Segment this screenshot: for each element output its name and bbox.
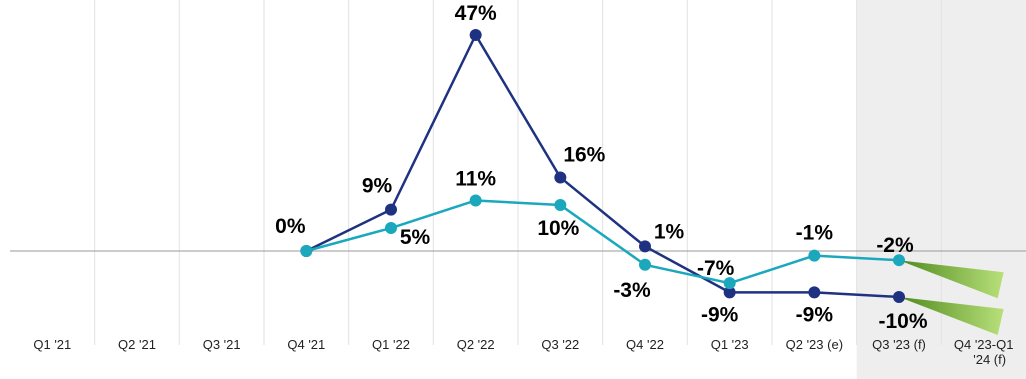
tick-label-1: Q2 '21 <box>118 337 156 352</box>
tick-label-7: Q4 '22 <box>626 337 664 352</box>
data-label-1-6: 10% <box>537 217 579 240</box>
data-point-0-5 <box>469 29 482 41</box>
series-line-1 <box>306 199 900 285</box>
forecast-wedges <box>899 260 1004 335</box>
tick-label-6: Q3 '22 <box>541 337 579 352</box>
data-point-1-7 <box>639 258 651 271</box>
data-label-1-9: -1% <box>796 222 834 245</box>
data-label-1-7: -3% <box>613 279 651 302</box>
data-point-1-9 <box>808 249 821 262</box>
data-label-1-10: -2% <box>876 234 914 257</box>
tick-label-8: Q1 '23 <box>711 337 749 352</box>
data-points <box>300 29 905 303</box>
data-point-0-4 <box>385 203 397 216</box>
forecast-wedge-0 <box>899 296 1004 335</box>
data-point-0-6 <box>554 171 567 184</box>
data-label-0-5: 47% <box>455 2 497 25</box>
series-line-0 <box>305 33 900 299</box>
gridlines <box>94 0 942 345</box>
data-point-1-3 <box>300 245 313 257</box>
data-point-1-8 <box>723 277 736 290</box>
data-point-1-6 <box>554 199 567 212</box>
tick-label-4: Q1 '22 <box>372 337 410 352</box>
data-point-1-5 <box>469 194 482 207</box>
tick-label-5: Q2 '22 <box>457 337 495 352</box>
data-label-1-5: 11% <box>455 167 496 190</box>
data-labels: 0% 9% 47% 16% 1% -9% -9% -10% 5% 11% 10% -3% -7% -1% -… <box>275 2 928 333</box>
data-label-0-9: -9% <box>796 303 834 326</box>
data-point-0-7 <box>639 240 651 253</box>
tick-label-2: Q3 '21 <box>203 337 241 352</box>
series-lines <box>305 33 900 299</box>
data-label-1-8: -7% <box>697 257 735 280</box>
tick-label-11: Q4 '23-Q1'24 (f) <box>954 337 1014 367</box>
data-label-1-4: 5% <box>400 226 431 249</box>
data-point-1-4 <box>385 222 397 235</box>
data-label-0-4: 9% <box>362 175 393 198</box>
forecast-wedge-1 <box>899 260 1004 299</box>
tick-label-10: Q3 '23 (f) <box>872 337 926 352</box>
tick-label-0: Q1 '21 <box>33 337 71 352</box>
data-point-0-8 <box>723 286 736 299</box>
tick-label-3: Q4 '21 <box>287 337 325 352</box>
data-point-0-10 <box>893 290 905 303</box>
x-axis-tick-labels: Q1 '21 Q2 '21 Q3 '21 Q4 '21 Q1 '22 Q2 '22 Q3 '… <box>33 337 1013 367</box>
data-point-0-9 <box>808 286 821 299</box>
data-label-0-7: 1% <box>654 220 685 243</box>
data-label-0-10: -10% <box>878 310 927 333</box>
data-label-0-3: 0% <box>275 215 306 238</box>
data-label-0-6: 16% <box>563 143 605 166</box>
tick-label-9: Q2 '23 (e) <box>786 337 843 352</box>
data-point-1-10 <box>893 254 905 267</box>
data-label-0-8: -9% <box>701 303 739 326</box>
